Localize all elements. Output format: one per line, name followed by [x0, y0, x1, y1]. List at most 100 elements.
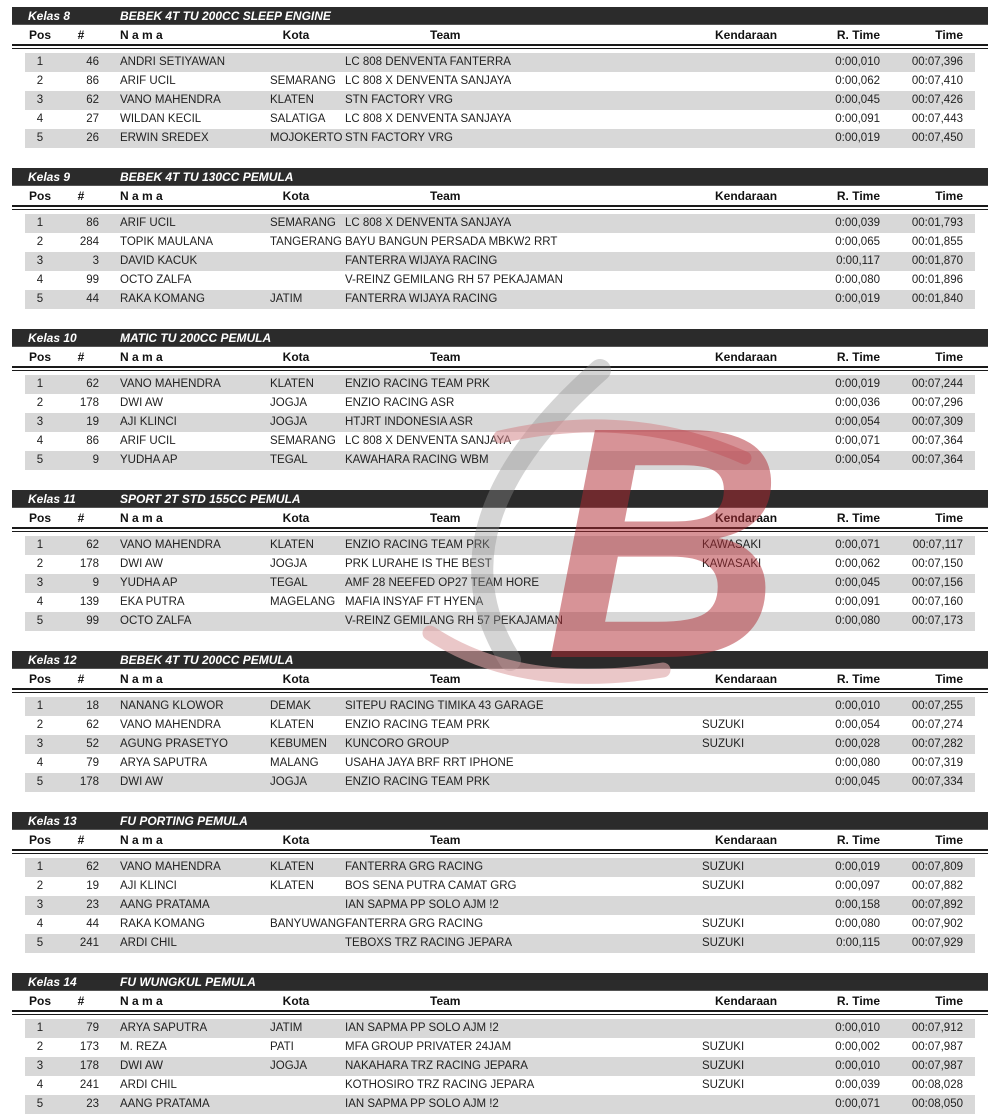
- cell-time: 00:07,987: [911, 1041, 963, 1053]
- column-header-rtime: R. Time: [836, 511, 880, 525]
- cell-nama: NANANG KLOWOR: [120, 700, 224, 712]
- cell-nama: VANO MAHENDRA: [120, 94, 221, 106]
- cell-pos: 2: [36, 75, 44, 87]
- column-header-row: Pos # N a m a Kota Team Kendaraan R. Tim…: [25, 993, 975, 1010]
- cell-pos: 5: [36, 1098, 44, 1110]
- cell-nama: ERWIN SREDEX: [120, 132, 209, 144]
- results-rows: 1 18 NANANG KLOWOR DEMAK SITEPU RACING T…: [25, 697, 975, 792]
- column-header-kendaraan: Kendaraan: [715, 350, 778, 364]
- class-title-label: MATIC TU 200CC PEMULA: [120, 331, 272, 345]
- result-row: 4 44 RAKA KOMANG BANYUWANGI FANTERRA GRG…: [25, 915, 975, 934]
- cell-pos: 4: [36, 596, 44, 608]
- cell-pos: 5: [36, 615, 44, 627]
- cell-rtime: 0:00,045: [835, 776, 880, 788]
- result-row: 1 62 VANO MAHENDRA KLATEN ENZIO RACING T…: [25, 375, 975, 394]
- cell-kendaraan: KAWASAKI: [702, 539, 762, 551]
- cell-team: MFA GROUP PRIVATER 24JAM: [345, 1041, 512, 1053]
- cell-time: 00:07,450: [911, 132, 963, 144]
- cell-time: 00:07,334: [911, 776, 963, 788]
- result-row: 4 27 WILDAN KECIL SALATIGA LC 808 X DENV…: [25, 110, 975, 129]
- cell-number: 23: [86, 1098, 99, 1110]
- cell-time: 00:07,892: [911, 899, 963, 911]
- result-row: 3 178 DWI AW JOGJA NAKAHARA TRZ RACING J…: [25, 1057, 975, 1076]
- cell-pos: 3: [36, 738, 44, 750]
- cell-time: 00:07,396: [911, 56, 963, 68]
- class-title-label: SPORT 2T STD 155CC PEMULA: [120, 492, 301, 506]
- cell-nama: ARYA SAPUTRA: [120, 757, 208, 769]
- cell-nama: TOPIK MAULANA: [120, 236, 214, 248]
- cell-pos: 5: [36, 454, 44, 466]
- cell-nama: AJI KLINCI: [120, 880, 177, 892]
- cell-team: MAFIA INSYAF FT HYENA: [345, 596, 484, 608]
- cell-nama: YUDHA AP: [120, 454, 178, 466]
- column-header-kota: Kota: [282, 994, 310, 1008]
- cell-nama: AGUNG PRASETYO: [120, 738, 228, 750]
- cell-team: FANTERRA WIJAYA RACING: [345, 293, 498, 305]
- result-row: 3 3 DAVID KACUK FANTERRA WIJAYA RACING 0…: [25, 252, 975, 271]
- cell-time: 00:01,870: [911, 255, 963, 267]
- class-title-label: FU PORTING PEMULA: [120, 814, 248, 828]
- cell-time: 00:07,117: [912, 539, 963, 551]
- class-number-label: Kelas 13: [28, 814, 77, 828]
- cell-pos: 3: [36, 255, 44, 267]
- cell-rtime: 0:00,054: [835, 719, 880, 731]
- cell-time: 00:07,274: [911, 719, 963, 731]
- cell-time: 00:07,882: [911, 880, 963, 892]
- cell-nama: AANG PRATAMA: [120, 1098, 210, 1110]
- results-rows: 1 86 ARIF UCIL SEMARANG LC 808 X DENVENT…: [25, 214, 975, 309]
- cell-kota: JOGJA: [270, 416, 308, 428]
- column-header-row: Pos # N a m a Kota Team Kendaraan R. Tim…: [25, 188, 975, 205]
- cell-time: 00:07,244: [911, 378, 963, 390]
- cell-number: 26: [86, 132, 99, 144]
- cell-nama: DWI AW: [120, 397, 164, 409]
- cell-pos: 1: [36, 56, 44, 68]
- cell-pos: 4: [36, 1079, 44, 1091]
- cell-number: 3: [92, 255, 99, 267]
- cell-number: 9: [92, 454, 99, 466]
- cell-kota: MALANG: [270, 757, 319, 769]
- cell-number: 46: [86, 56, 99, 68]
- cell-pos: 5: [36, 776, 44, 788]
- result-row: 4 241 ARDI CHIL KOTHOSIRO TRZ RACING JEP…: [25, 1076, 975, 1095]
- cell-number: 62: [86, 94, 99, 106]
- cell-rtime: 0:00,080: [835, 615, 880, 627]
- cell-nama: AANG PRATAMA: [120, 899, 210, 911]
- cell-team: AMF 28 NEEFED OP27 TEAM HORE: [345, 577, 540, 589]
- cell-number: 178: [79, 397, 99, 409]
- cell-number: 173: [79, 1041, 99, 1053]
- result-row: 1 62 VANO MAHENDRA KLATEN ENZIO RACING T…: [25, 536, 975, 555]
- result-row: 3 62 VANO MAHENDRA KLATEN STN FACTORY VR…: [25, 91, 975, 110]
- class-section: Kelas 9 BEBEK 4T TU 130CC PEMULA Pos # N…: [12, 168, 988, 309]
- result-row: 4 79 ARYA SAPUTRA MALANG USAHA JAYA BRF …: [25, 754, 975, 773]
- column-header-row: Pos # N a m a Kota Team Kendaraan R. Tim…: [25, 349, 975, 366]
- cell-rtime: 0:00,054: [835, 454, 880, 466]
- cell-kota: JOGJA: [270, 776, 308, 788]
- cell-team: KUNCORO GROUP: [345, 738, 450, 750]
- cell-time: 00:07,150: [911, 558, 963, 570]
- cell-kota: JATIM: [270, 293, 303, 305]
- cell-time: 00:08,050: [911, 1098, 963, 1110]
- column-header-time: Time: [935, 833, 963, 847]
- cell-pos: 3: [36, 577, 44, 589]
- cell-kota: SEMARANG: [270, 75, 336, 87]
- cell-number: 178: [79, 558, 99, 570]
- cell-team: KAWAHARA RACING WBM: [345, 454, 489, 466]
- cell-kota: JATIM: [270, 1022, 303, 1034]
- cell-rtime: 0:00,045: [835, 577, 880, 589]
- cell-rtime: 0:00,115: [836, 937, 880, 949]
- cell-kota: SEMARANG: [270, 217, 336, 229]
- column-header-kota: Kota: [282, 672, 310, 686]
- class-title-label: BEBEK 4T TU 200CC SLEEP ENGINE: [120, 9, 331, 23]
- cell-kota: KLATEN: [270, 94, 314, 106]
- cell-nama: DWI AW: [120, 776, 164, 788]
- cell-kota: TEGAL: [270, 577, 308, 589]
- header-divider: [12, 688, 988, 693]
- cell-pos: 1: [36, 861, 44, 873]
- cell-rtime: 0:00,054: [835, 416, 880, 428]
- cell-team: TEBOXS TRZ RACING JEPARA: [345, 937, 512, 949]
- column-header-number: #: [77, 833, 85, 847]
- cell-team: STN FACTORY VRG: [345, 94, 453, 106]
- column-header-number: #: [77, 994, 85, 1008]
- cell-time: 00:07,912: [911, 1022, 963, 1034]
- result-row: 1 79 ARYA SAPUTRA JATIM IAN SAPMA PP SOL…: [25, 1019, 975, 1038]
